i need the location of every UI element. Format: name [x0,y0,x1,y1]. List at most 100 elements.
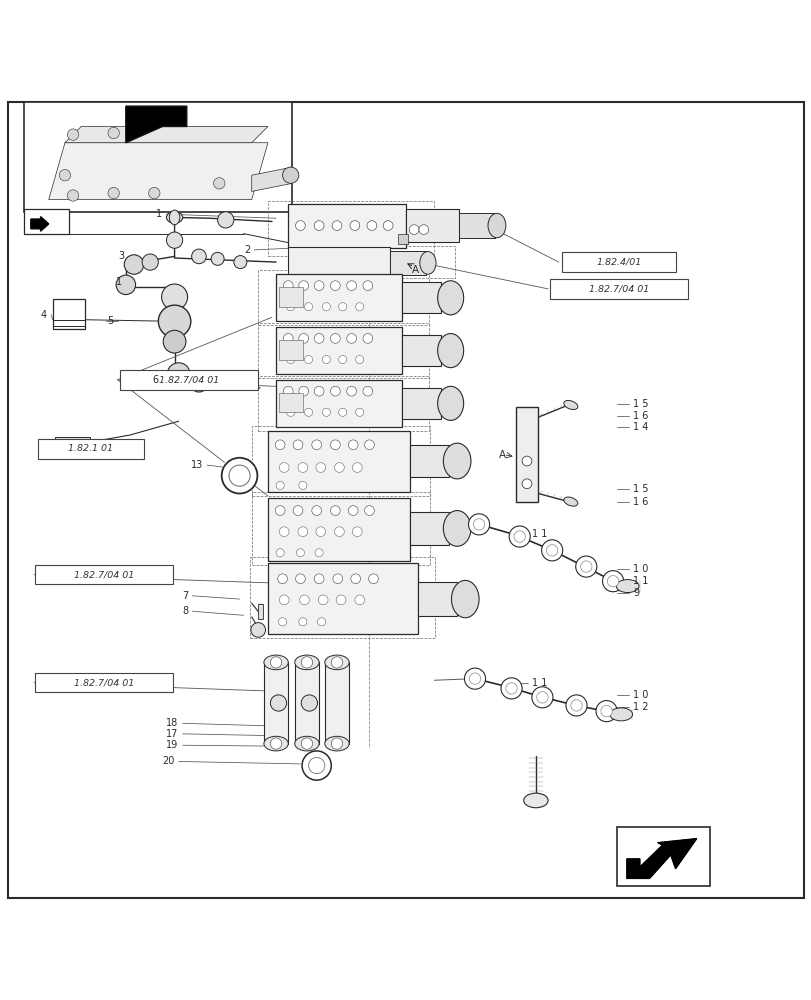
Circle shape [468,514,489,535]
Circle shape [322,355,330,364]
Circle shape [575,556,596,577]
Circle shape [276,481,284,489]
Circle shape [352,463,362,472]
Text: 1 0: 1 0 [633,690,648,700]
Circle shape [322,303,330,311]
Circle shape [464,668,485,689]
Circle shape [304,408,312,416]
Circle shape [213,178,225,189]
Circle shape [283,386,293,396]
FancyBboxPatch shape [410,445,448,477]
Circle shape [293,506,303,515]
Ellipse shape [419,252,436,274]
Circle shape [469,673,480,684]
Circle shape [348,506,358,515]
FancyBboxPatch shape [616,827,710,886]
Circle shape [251,623,265,637]
FancyBboxPatch shape [418,582,457,616]
Circle shape [234,256,247,269]
Circle shape [293,440,303,450]
Ellipse shape [437,386,463,420]
Circle shape [221,458,257,494]
Text: 20: 20 [162,756,174,766]
Polygon shape [626,839,696,878]
Circle shape [367,221,376,230]
Text: 2: 2 [243,245,250,255]
Circle shape [270,738,281,749]
Circle shape [364,440,374,450]
FancyBboxPatch shape [35,673,173,692]
Circle shape [580,561,591,572]
Text: 1: 1 [115,277,122,287]
Circle shape [116,275,135,295]
Circle shape [286,355,294,364]
Text: 1: 1 [156,209,162,219]
Circle shape [142,254,158,270]
Text: 4: 4 [41,310,47,320]
Circle shape [298,527,307,537]
Ellipse shape [443,443,470,479]
Circle shape [189,373,208,392]
Text: 1 6: 1 6 [633,411,648,421]
Circle shape [298,481,307,489]
Circle shape [350,221,359,230]
Circle shape [314,574,324,584]
Circle shape [346,281,356,291]
Ellipse shape [264,655,288,670]
Circle shape [217,212,234,228]
FancyBboxPatch shape [389,251,426,275]
Circle shape [67,190,79,201]
Circle shape [332,221,341,230]
Text: 6: 6 [152,375,158,385]
Ellipse shape [169,210,179,225]
Circle shape [354,595,364,605]
Circle shape [298,334,308,343]
Polygon shape [251,167,292,191]
Text: 8: 8 [182,606,188,616]
FancyBboxPatch shape [401,388,440,419]
Circle shape [355,355,363,364]
FancyBboxPatch shape [397,234,407,244]
Ellipse shape [437,334,463,368]
Circle shape [276,549,284,557]
FancyBboxPatch shape [288,204,406,248]
Circle shape [346,334,356,343]
Circle shape [163,330,186,353]
Circle shape [350,574,360,584]
Circle shape [546,545,557,556]
FancyBboxPatch shape [268,498,410,561]
Ellipse shape [264,736,288,751]
FancyBboxPatch shape [38,439,144,459]
Circle shape [161,284,187,310]
Circle shape [124,255,144,274]
Circle shape [383,221,393,230]
Circle shape [298,618,307,626]
FancyBboxPatch shape [268,563,418,634]
FancyBboxPatch shape [276,380,401,427]
Circle shape [308,757,324,774]
Circle shape [368,574,378,584]
Ellipse shape [294,655,319,670]
Circle shape [338,303,346,311]
Circle shape [330,440,340,450]
Text: A: A [499,450,506,460]
FancyBboxPatch shape [288,247,389,278]
Circle shape [331,738,342,749]
Text: 1 1: 1 1 [531,529,547,539]
Circle shape [277,574,287,584]
Circle shape [322,408,330,416]
Text: A: A [411,265,418,275]
Circle shape [505,683,517,694]
Polygon shape [31,217,49,231]
Text: 1 6: 1 6 [633,497,648,507]
Circle shape [286,408,294,416]
FancyBboxPatch shape [406,209,458,242]
FancyBboxPatch shape [268,431,410,492]
FancyBboxPatch shape [24,102,292,212]
Circle shape [315,463,325,472]
Ellipse shape [324,736,349,751]
Ellipse shape [294,736,319,751]
Circle shape [318,595,328,605]
Circle shape [299,595,309,605]
Circle shape [570,700,581,711]
